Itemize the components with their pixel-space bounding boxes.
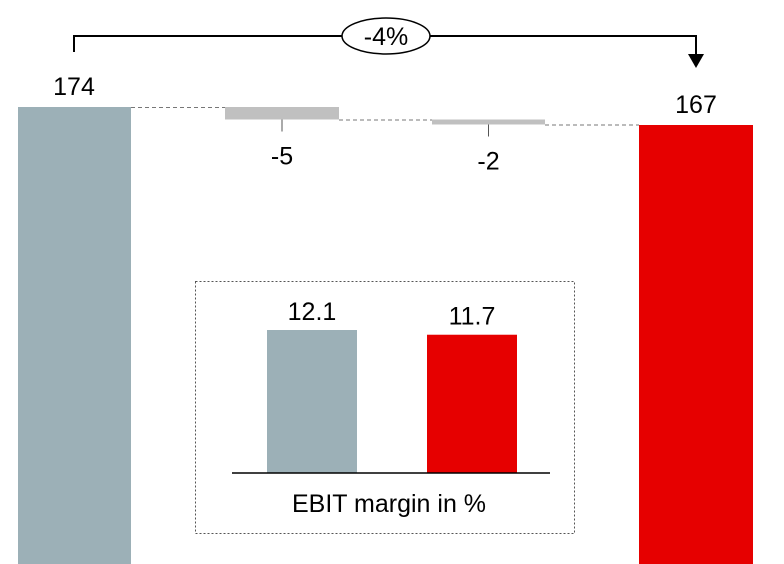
waterfall-bar-4 bbox=[639, 125, 753, 564]
inset-bar-1 bbox=[267, 330, 357, 473]
inset-title: EBIT margin in % bbox=[292, 490, 486, 518]
connector-lines bbox=[131, 107, 639, 126]
change-bracket: -4% bbox=[73, 17, 704, 68]
waterfall-bar-1 bbox=[18, 107, 131, 564]
waterfall-bar-3 bbox=[432, 119, 545, 125]
waterfall-labels: 174 -5 -2 167 bbox=[53, 73, 717, 176]
change-badge-label: -4% bbox=[364, 23, 408, 51]
inset-bar-2 bbox=[427, 334, 517, 473]
ebit-margin-inset: 12.1 11.7 EBIT margin in % bbox=[195, 281, 575, 534]
change-badge bbox=[341, 17, 431, 55]
bar-label-delta-1: -5 bbox=[271, 143, 293, 171]
inset-label-2: 11.7 bbox=[449, 303, 496, 331]
bar-label-start: 174 bbox=[53, 73, 95, 101]
waterfall-bars bbox=[18, 107, 753, 564]
inset-label-1: 12.1 bbox=[288, 298, 337, 326]
waterfall-bar-2 bbox=[225, 107, 339, 120]
bar-label-delta-2: -2 bbox=[477, 148, 499, 176]
inset-bars bbox=[267, 330, 517, 473]
bar-label-end: 167 bbox=[675, 91, 717, 119]
bracket-arrowhead-icon bbox=[688, 54, 704, 68]
